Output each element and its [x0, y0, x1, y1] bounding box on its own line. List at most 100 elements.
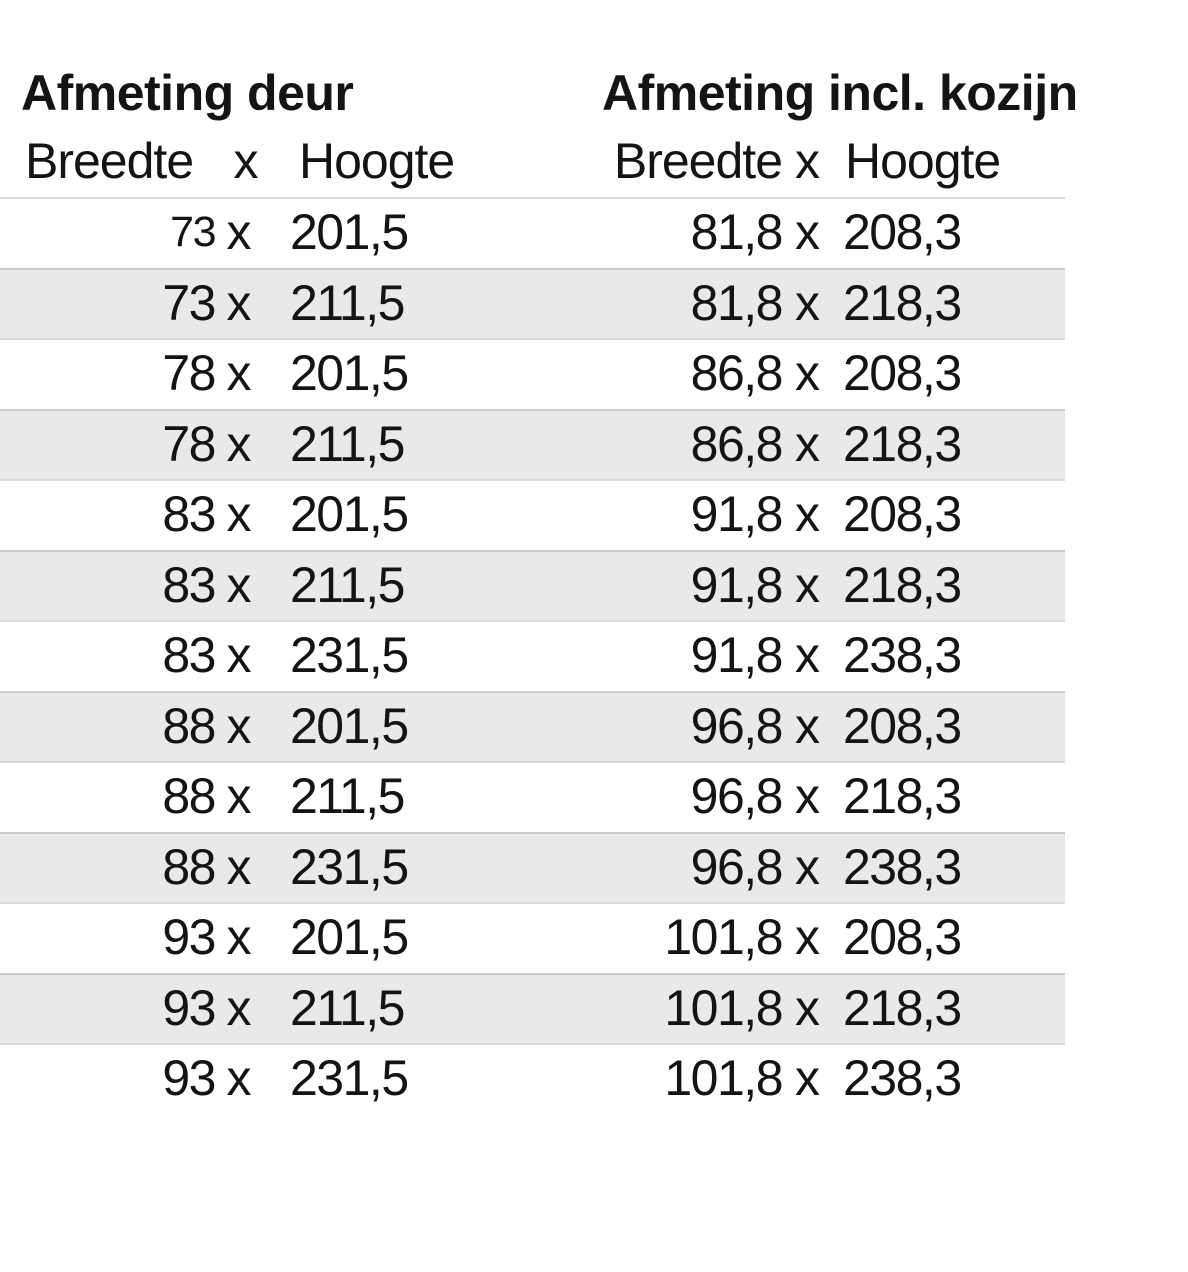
size-table-row: 73 x 201,5 81,8 x 208,3	[0, 197, 1065, 268]
size-table-row: 88 x 231,5 96,8 x 238,3	[0, 831, 1065, 902]
size-table-row: 93 x 231,5 101,8 x 238,3	[0, 1043, 1065, 1114]
multiply-sign: x	[795, 486, 820, 543]
door-width-value: 78	[162, 415, 216, 472]
multiply-sign: x	[226, 274, 252, 331]
multiply-sign: x	[226, 768, 252, 825]
door-width-value: 88	[162, 697, 216, 754]
frame-width-value: 86,8	[690, 345, 784, 402]
door-height-value: 201,5	[290, 345, 409, 402]
door-width-value: 83	[162, 627, 216, 684]
frame-width-value: 81,8	[690, 274, 784, 331]
door-height-value: 201,5	[290, 486, 409, 543]
multiply-sign: x	[795, 697, 820, 754]
door-width-value: 93	[162, 909, 216, 966]
frame-height-value: 218,3	[843, 274, 962, 331]
frame-height-value: 238,3	[843, 627, 962, 684]
door-multiply-sign: x	[233, 132, 259, 189]
multiply-sign: x	[226, 979, 252, 1036]
frame-width-value: 96,8	[690, 838, 784, 895]
door-width-value: 83	[162, 556, 216, 613]
door-height-header: Hoogte	[299, 132, 455, 189]
multiply-sign: x	[795, 415, 820, 472]
multiply-sign: x	[226, 556, 252, 613]
multiply-sign: x	[795, 204, 820, 261]
frame-width-value: 86,8	[690, 415, 784, 472]
frame-width-value: 101,8	[664, 979, 783, 1036]
frame-width-value: 91,8	[690, 486, 784, 543]
multiply-sign: x	[795, 838, 820, 895]
door-height-value: 211,5	[290, 556, 405, 613]
door-height-value: 201,5	[290, 909, 409, 966]
multiply-sign: x	[226, 204, 252, 261]
door-height-value: 211,5	[290, 274, 405, 331]
frame-width-header: Breedte	[613, 132, 783, 189]
multiply-sign: x	[795, 627, 820, 684]
door-height-value: 231,5	[290, 838, 409, 895]
frame-height-value: 208,3	[843, 909, 962, 966]
frame-width-value: 81,8	[690, 204, 784, 261]
frame-height-value: 208,3	[843, 486, 962, 543]
multiply-sign: x	[795, 556, 820, 613]
frame-width-value: 101,8	[664, 909, 783, 966]
door-width-value: 88	[162, 768, 216, 825]
frame-height-value: 238,3	[843, 838, 962, 895]
multiply-sign: x	[795, 979, 820, 1036]
door-width-value: 88	[162, 838, 216, 895]
frame-height-value: 208,3	[843, 345, 962, 402]
multiply-sign: x	[795, 345, 820, 402]
frame-section-title: Afmeting incl. kozijn	[602, 65, 1078, 121]
door-size-table: Afmeting deur Afmeting incl. kozijn Bree…	[0, 62, 1078, 1114]
multiply-sign: x	[226, 345, 252, 402]
multiply-sign: x	[226, 627, 252, 684]
door-height-value: 201,5	[290, 697, 409, 754]
table-column-headers: Breedte x Hoogte Breedte x Hoogte	[0, 124, 1065, 197]
multiply-sign: x	[795, 274, 820, 331]
multiply-sign: x	[226, 415, 252, 472]
size-table-row: 83 x 211,5 91,8 x 218,3	[0, 549, 1065, 620]
door-section-title: Afmeting deur	[21, 65, 354, 121]
door-width-value: 83	[162, 486, 216, 543]
frame-height-value: 208,3	[843, 204, 962, 261]
door-height-value: 231,5	[290, 627, 409, 684]
multiply-sign: x	[226, 697, 252, 754]
door-width-value: 78	[162, 345, 216, 402]
size-table-row: 73 x 211,5 81,8 x 218,3	[0, 267, 1065, 338]
size-table-row: 83 x 231,5 91,8 x 238,3	[0, 620, 1065, 691]
door-width-value: 93	[162, 979, 216, 1036]
size-table-row: 78 x 211,5 86,8 x 218,3	[0, 408, 1065, 479]
door-height-value: 211,5	[290, 768, 405, 825]
size-table-row: 88 x 201,5 96,8 x 208,3	[0, 690, 1065, 761]
door-width-value: 73	[162, 274, 216, 331]
multiply-sign: x	[795, 768, 820, 825]
multiply-sign: x	[226, 1050, 252, 1107]
frame-width-value: 96,8	[690, 768, 784, 825]
frame-height-header: Hoogte	[845, 132, 1001, 189]
frame-width-value: 91,8	[690, 556, 784, 613]
multiply-sign: x	[226, 486, 252, 543]
size-table-row: 93 x 201,5 101,8 x 208,3	[0, 902, 1065, 973]
multiply-sign: x	[795, 909, 820, 966]
multiply-sign: x	[226, 909, 252, 966]
frame-width-value: 91,8	[690, 627, 784, 684]
table-section-titles: Afmeting deur Afmeting incl. kozijn	[0, 62, 1078, 124]
frame-multiply-sign: x	[795, 132, 820, 189]
size-table-row: 88 x 211,5 96,8 x 218,3	[0, 761, 1065, 832]
frame-width-value: 101,8	[664, 1050, 783, 1107]
door-width-value: 93	[162, 1050, 216, 1107]
size-table-row: 93 x 211,5 101,8 x 218,3	[0, 972, 1065, 1043]
size-table-row: 78 x 201,5 86,8 x 208,3	[0, 338, 1065, 409]
frame-height-value: 218,3	[843, 556, 962, 613]
frame-height-value: 218,3	[843, 415, 962, 472]
door-height-value: 201,5	[290, 204, 409, 261]
frame-width-value: 96,8	[690, 697, 784, 754]
frame-height-value: 238,3	[843, 1050, 962, 1107]
door-height-value: 211,5	[290, 979, 405, 1036]
size-table-row: 83 x 201,5 91,8 x 208,3	[0, 479, 1065, 550]
door-height-value: 211,5	[290, 415, 405, 472]
size-table-body: 73 x 201,5 81,8 x 208,3 73 x 211,5 81,8 …	[0, 197, 1065, 1114]
multiply-sign: x	[795, 1050, 820, 1107]
door-width-value: 73	[170, 207, 216, 256]
door-width-header: Breedte	[25, 132, 194, 189]
frame-height-value: 218,3	[843, 768, 962, 825]
multiply-sign: x	[226, 838, 252, 895]
